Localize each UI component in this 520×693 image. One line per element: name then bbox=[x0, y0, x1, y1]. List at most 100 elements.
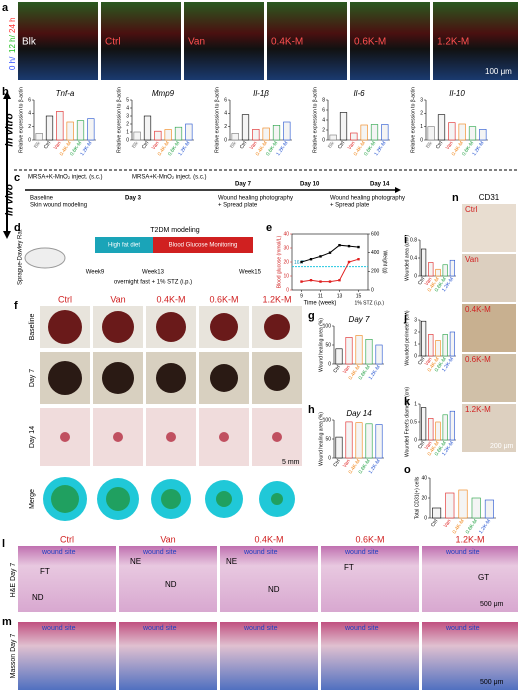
y-tick-label: 1 bbox=[414, 401, 417, 407]
chart-title: Tnf-a bbox=[56, 89, 75, 98]
bar bbox=[420, 248, 427, 277]
group-label: 1.2K-M bbox=[262, 294, 291, 304]
x-tick-label: Blk bbox=[33, 140, 42, 150]
tissue-label: ND bbox=[32, 593, 44, 602]
decoration bbox=[24, 247, 66, 269]
decoration bbox=[350, 2, 430, 80]
x-tick-label: 9 bbox=[300, 293, 303, 299]
wound-remaining bbox=[161, 489, 181, 509]
x-tick-label: Van bbox=[342, 364, 352, 375]
row-label: Masson Day 7 bbox=[10, 634, 17, 679]
decoration bbox=[18, 2, 98, 80]
monitor-label: Blood Glucose Monitoring bbox=[169, 243, 238, 249]
panel-letter: h bbox=[308, 404, 315, 416]
bar bbox=[87, 118, 95, 141]
day-label: Day 10 bbox=[300, 182, 320, 188]
bar bbox=[427, 126, 435, 141]
point bbox=[300, 280, 303, 283]
group-label: Ctrl bbox=[465, 205, 478, 214]
bar bbox=[133, 131, 141, 141]
point bbox=[347, 244, 351, 248]
wound bbox=[264, 365, 290, 391]
panel-letter: o bbox=[404, 464, 411, 476]
group-label: 0.6K-M bbox=[209, 294, 238, 304]
day-label: Day 3 bbox=[125, 196, 142, 202]
wound bbox=[166, 432, 176, 442]
bar bbox=[283, 121, 291, 141]
chart-title: Day 7 bbox=[349, 315, 370, 324]
wound-remaining bbox=[216, 491, 232, 507]
bar bbox=[185, 123, 193, 141]
time-label: 24 h bbox=[8, 17, 17, 33]
decoration bbox=[3, 2, 518, 690]
y-tick-label: 0 bbox=[414, 353, 417, 359]
bar bbox=[231, 133, 239, 141]
bar bbox=[428, 334, 434, 357]
day-label: Day 7 bbox=[235, 182, 252, 188]
x-tick-label: Blk bbox=[425, 140, 434, 150]
panel-letter: j bbox=[403, 312, 407, 324]
row-label: Day 14 bbox=[29, 426, 36, 448]
decoration bbox=[18, 622, 116, 690]
group-label: Ctrl bbox=[58, 294, 72, 304]
point bbox=[319, 280, 322, 283]
site-label: wound site bbox=[344, 625, 379, 632]
x-tick-label: Van bbox=[445, 140, 455, 151]
bar bbox=[420, 407, 427, 441]
group-label: Van bbox=[110, 294, 125, 304]
panel-letter: d bbox=[14, 222, 21, 234]
x-tick-label: 11 bbox=[318, 293, 323, 299]
panel-letter: g bbox=[308, 310, 315, 322]
panel-letter: f bbox=[14, 300, 18, 312]
row-label: H&E Day 7 bbox=[10, 563, 17, 598]
x-tick-label: Ctrl bbox=[417, 440, 426, 450]
y-tick-label: 0.4 bbox=[410, 255, 417, 261]
point bbox=[328, 251, 332, 254]
y-tick-label: 0 bbox=[286, 287, 289, 293]
x-tick-label: Van bbox=[347, 140, 357, 151]
wound bbox=[102, 311, 134, 343]
y-tick-label: 50 bbox=[325, 436, 331, 442]
y-tick-label: 4 bbox=[126, 105, 129, 111]
y-tick-label: 6 bbox=[28, 97, 31, 103]
site-label: wound site bbox=[41, 549, 76, 556]
x-tick-label: 0.6K-M bbox=[465, 518, 479, 535]
week-label: Week15 bbox=[239, 270, 262, 276]
bar bbox=[355, 335, 363, 365]
event-label: MRSA+K-MnO₂ inject. (s.c.) bbox=[132, 175, 207, 181]
y-tick-label: 5 bbox=[126, 97, 129, 103]
decoration bbox=[101, 2, 181, 80]
y-axis-label: Blood glucose (mmol/L) bbox=[276, 235, 282, 288]
bar bbox=[381, 124, 389, 141]
wound bbox=[156, 312, 186, 342]
y-axis-label: Total CD31(+) cells bbox=[414, 476, 420, 519]
site-label: wound site bbox=[445, 549, 480, 556]
day-label: Day 14 bbox=[370, 182, 390, 188]
decoration bbox=[40, 306, 302, 528]
panel-letter: c bbox=[14, 172, 20, 184]
decoration bbox=[267, 2, 347, 80]
week-label: Week13 bbox=[142, 270, 165, 276]
bar bbox=[345, 421, 353, 459]
bar bbox=[448, 122, 456, 141]
decoration bbox=[462, 404, 516, 452]
event-label: + Spread plate bbox=[330, 203, 370, 209]
point bbox=[309, 258, 313, 261]
site-label: wound site bbox=[344, 549, 379, 556]
x-tick-label: Van bbox=[424, 440, 434, 451]
panel-letter: n bbox=[452, 192, 459, 204]
x-tick-label: Blk bbox=[229, 140, 238, 150]
y-tick-label: 40 bbox=[283, 231, 289, 237]
wound bbox=[210, 313, 238, 341]
bar bbox=[442, 264, 448, 277]
event-label: Wound healing photography bbox=[218, 196, 293, 202]
panel-letter: a bbox=[2, 2, 9, 14]
tissue-label: GT bbox=[478, 573, 489, 582]
bar bbox=[56, 111, 64, 141]
panel-letter: i bbox=[404, 234, 407, 246]
bar bbox=[339, 112, 348, 141]
chart-title: Mmp9 bbox=[152, 89, 175, 98]
y-tick-label: 0 bbox=[28, 137, 31, 143]
decoration bbox=[462, 304, 516, 352]
y-tick-label: 0.8 bbox=[410, 237, 417, 243]
